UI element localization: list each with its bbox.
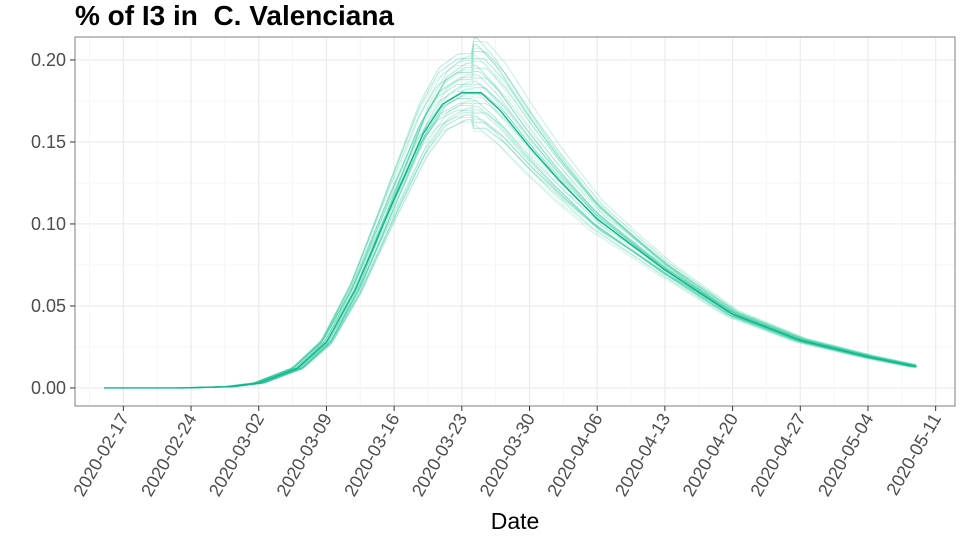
x-tick-label: 2020-03-23 bbox=[408, 410, 471, 500]
ensemble-line bbox=[104, 107, 917, 389]
y-tick-label: 0.05 bbox=[31, 296, 66, 316]
y-tick-label: 0.10 bbox=[31, 214, 66, 234]
y-tick-label: 0.00 bbox=[31, 378, 66, 398]
x-tick-label: 2020-04-13 bbox=[611, 410, 674, 500]
x-tick-label: 2020-04-27 bbox=[746, 410, 809, 500]
x-tick-label: 2020-03-30 bbox=[476, 410, 539, 500]
x-tick-label: 2020-05-04 bbox=[814, 410, 877, 500]
series-layer bbox=[104, 92, 917, 389]
x-tick-label: 2020-03-16 bbox=[340, 410, 403, 500]
y-tick-label: 0.20 bbox=[31, 50, 66, 70]
grid-lines bbox=[75, 37, 955, 406]
ensemble-line bbox=[104, 121, 917, 389]
x-tick-label: 2020-04-20 bbox=[679, 410, 742, 500]
ensemble-line bbox=[104, 84, 917, 389]
chart-title: % of I3 in C. Valenciana bbox=[75, 0, 394, 31]
y-tick-label: 0.15 bbox=[31, 132, 66, 152]
panel-border bbox=[74, 36, 956, 407]
series-line bbox=[104, 92, 917, 389]
y-axis: 0.00 0.05 0.10 0.15 0.20 bbox=[31, 50, 75, 398]
x-tick-label: 2020-02-24 bbox=[137, 410, 200, 500]
x-tick-label: 2020-03-02 bbox=[205, 410, 268, 500]
ensemble-line bbox=[104, 102, 917, 389]
x-tick-label: 2020-04-06 bbox=[543, 410, 606, 500]
ensemble-line bbox=[104, 119, 917, 389]
x-tick-label: 2020-03-09 bbox=[273, 410, 336, 500]
ensemble-line bbox=[104, 109, 917, 389]
ensemble-line bbox=[104, 90, 917, 389]
ensemble-line bbox=[104, 87, 917, 389]
x-tick-label: 2020-05-11 bbox=[882, 410, 945, 499]
x-axis-title: Date bbox=[491, 508, 540, 534]
ensemble-lines bbox=[104, 37, 917, 389]
x-axis: 2020-02-17 2020-02-24 2020-03-02 2020-03-09… bbox=[69, 406, 945, 500]
x-tick-label: 2020-02-17 bbox=[69, 410, 132, 500]
